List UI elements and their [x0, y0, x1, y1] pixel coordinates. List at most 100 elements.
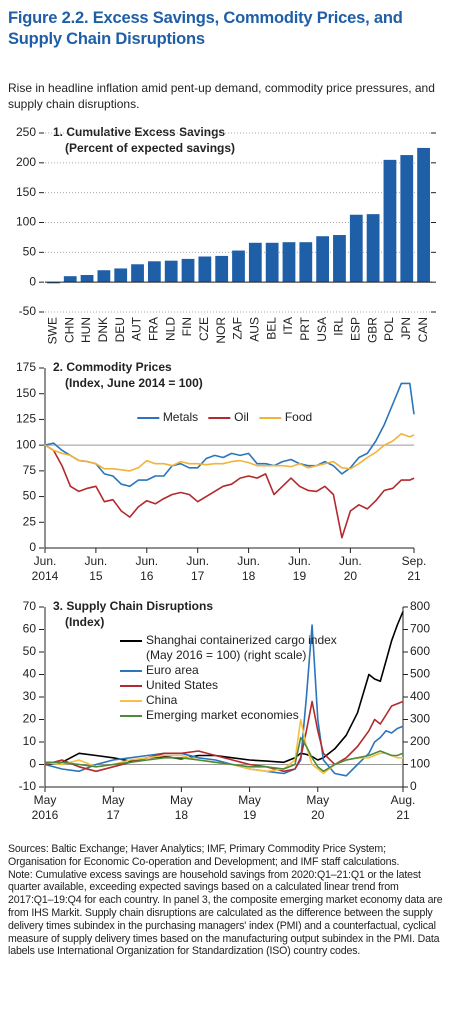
x-tick-label: CHN [62, 317, 76, 343]
series-line [44, 444, 415, 539]
y2-tick-label: 100 [410, 757, 430, 771]
y2-tick-label: 0 [410, 779, 417, 793]
bar [80, 275, 94, 283]
x-tick-label: NLD [163, 317, 177, 341]
x-tick-label: DEU [113, 317, 127, 342]
y-tick-label: 20 [23, 712, 37, 726]
x-tick-label: IRL [332, 317, 346, 336]
x-tick-label: May [170, 793, 193, 807]
legend-label: Shanghai containerized cargo index (May … [146, 633, 337, 662]
note: Note: Cumulative excess savings are hous… [8, 868, 443, 958]
bar [198, 256, 212, 283]
bar [164, 260, 178, 283]
chart-title: 1. Cumulative Excess Savings [53, 125, 225, 139]
legend-item: Oil [208, 410, 249, 425]
legend-label: Oil [234, 410, 249, 424]
bar [417, 147, 430, 283]
x-tick-label: AUS [247, 317, 261, 342]
charts: 1. Cumulative Excess Savings (Percent of … [16, 125, 436, 822]
legend-swatch [120, 640, 142, 642]
chart-subtitle: (Percent of expected savings) [65, 141, 235, 155]
x-tick-label: GBR [365, 317, 379, 343]
x-tick-label: Jun. [288, 554, 311, 568]
legend-swatch [120, 700, 142, 702]
x-tick-label: May [102, 793, 125, 807]
figure-title: Figure 2.2. Excess Savings, Commodity Pr… [8, 9, 403, 48]
bar [114, 268, 128, 283]
y-tick-label: -10 [19, 779, 37, 793]
chart-subtitle: (Index, June 2014 = 100) [65, 376, 203, 390]
legend-label: Emerging market economies [146, 708, 299, 722]
x-tick-label: ZAF [231, 317, 245, 340]
y-tick-label: 200 [16, 155, 36, 169]
y2-tick-label: 300 [410, 712, 430, 726]
bar [333, 235, 346, 283]
x-tick-label: 15 [89, 569, 103, 583]
legend-item: Food [258, 410, 313, 425]
x-tick-label: 19 [243, 808, 257, 822]
y2-tick-label: 800 [410, 599, 430, 613]
x-tick-label: CZE [197, 317, 211, 341]
x-tick-label: POL [382, 317, 396, 341]
x-tick-label: May [238, 793, 261, 807]
legend-item: United States [120, 678, 350, 693]
y-tick-label: 175 [16, 360, 36, 374]
legend-swatch [120, 715, 142, 717]
x-tick-label: May [34, 793, 57, 807]
y-tick-label: 125 [16, 412, 36, 426]
x-tick-label: Sep. [402, 554, 427, 568]
x-tick-label: 17 [107, 808, 121, 822]
chart-title: 3. Supply Chain Disruptions [53, 599, 213, 613]
legend-swatch [120, 670, 142, 672]
figure-subtitle: Rise in headline inflation amid pent-up … [8, 81, 435, 111]
y-tick-label: 30 [23, 689, 37, 703]
x-tick-label: USA [315, 317, 329, 342]
x-tick-label: 19 [293, 569, 307, 583]
x-tick-label: NOR [214, 317, 228, 344]
legend-swatch [136, 417, 159, 419]
bar [181, 258, 195, 283]
y2-tick-label: 400 [410, 689, 430, 703]
bar [383, 159, 397, 283]
legend-swatch [120, 685, 142, 687]
y-tick-label: 40 [23, 667, 37, 681]
legend-item: Euro area [120, 663, 350, 678]
legend-item: China [120, 693, 350, 708]
bar [366, 214, 380, 283]
series-line [44, 718, 403, 775]
legend: Shanghai containerized cargo index (May … [120, 633, 350, 723]
bar [349, 214, 363, 283]
bar [248, 242, 262, 283]
footer: Sources: Baltic Exchange; Haver Analytic… [8, 843, 444, 958]
x-tick-label: Jun. [339, 554, 362, 568]
x-tick-label: FIN [180, 317, 194, 336]
x-tick-label: JPN [399, 317, 413, 340]
legend-swatch [258, 417, 281, 419]
x-tick-label: 20 [311, 808, 325, 822]
x-tick-label: 17 [191, 569, 205, 583]
x-tick-label: 20 [344, 569, 358, 583]
y-tick-label: 50 [23, 489, 37, 503]
legend-item: Emerging market economies [120, 708, 350, 723]
x-tick-label: Jun. [186, 554, 209, 568]
y-tick-label: 100 [16, 437, 36, 451]
x-tick-label: Aug. [391, 793, 416, 807]
x-tick-label: Jun. [85, 554, 108, 568]
y-tick-label: 60 [23, 622, 37, 636]
y-tick-label: 150 [16, 386, 36, 400]
legend-label: China [146, 693, 178, 707]
legend-label: Food [284, 410, 313, 424]
bar [299, 242, 313, 283]
legend-swatch [208, 417, 231, 419]
legend-item: Shanghai containerized cargo index (May … [120, 633, 350, 663]
y2-tick-label: 500 [410, 667, 430, 681]
y-tick-label: 250 [16, 125, 36, 139]
bar [316, 236, 330, 283]
bar [147, 261, 161, 283]
y-tick-label: 0 [29, 757, 36, 771]
bar [47, 282, 60, 284]
x-tick-label: HUN [79, 317, 93, 343]
bar [63, 276, 77, 283]
y2-tick-label: 200 [410, 734, 430, 748]
